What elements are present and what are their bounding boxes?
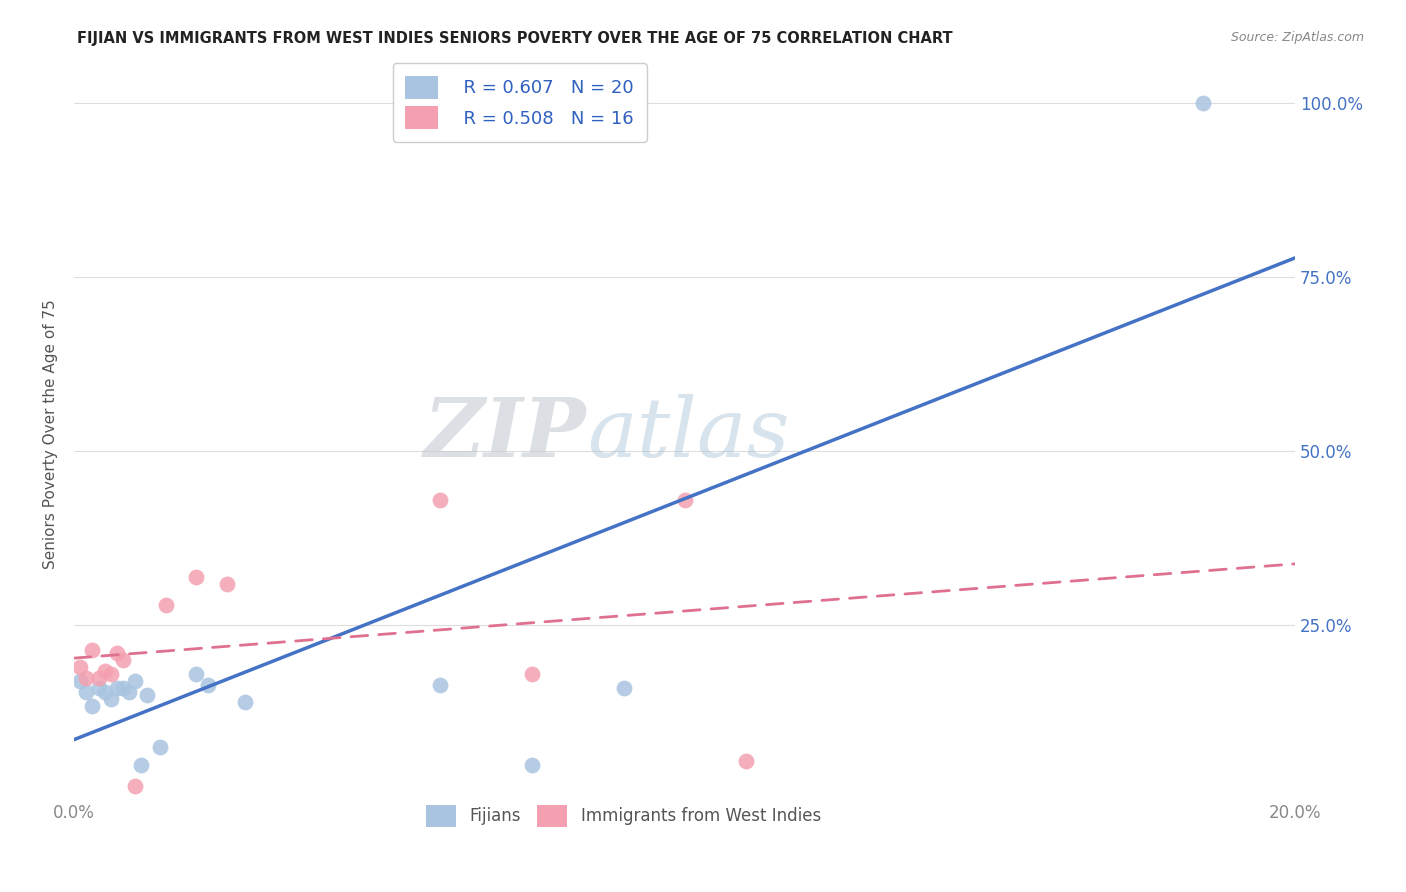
Text: atlas: atlas <box>586 394 789 474</box>
Point <box>1192 96 1215 111</box>
Point <box>429 493 451 508</box>
Text: FIJIAN VS IMMIGRANTS FROM WEST INDIES SENIORS POVERTY OVER THE AGE OF 75 CORRELA: FIJIAN VS IMMIGRANTS FROM WEST INDIES SE… <box>77 31 953 46</box>
Point <box>429 678 451 692</box>
Point <box>105 681 128 695</box>
Point <box>75 671 97 685</box>
Point <box>612 681 634 695</box>
Point <box>93 664 115 678</box>
Point <box>93 684 115 698</box>
Point <box>129 757 152 772</box>
Point <box>124 779 146 793</box>
Point <box>111 653 134 667</box>
Y-axis label: Seniors Poverty Over the Age of 75: Seniors Poverty Over the Age of 75 <box>44 299 58 569</box>
Point <box>69 660 91 674</box>
Point <box>124 674 146 689</box>
Point <box>148 740 170 755</box>
Point <box>155 598 177 612</box>
Point <box>105 646 128 660</box>
Text: Source: ZipAtlas.com: Source: ZipAtlas.com <box>1230 31 1364 45</box>
Point <box>100 691 122 706</box>
Point <box>118 684 141 698</box>
Text: ZIP: ZIP <box>425 394 586 474</box>
Point <box>734 754 756 768</box>
Point <box>186 667 208 681</box>
Point <box>215 576 238 591</box>
Point <box>69 674 91 689</box>
Point <box>673 493 696 508</box>
Point <box>233 695 256 709</box>
Point <box>136 688 159 702</box>
Point <box>82 643 104 657</box>
Point <box>197 678 219 692</box>
Point <box>520 667 543 681</box>
Point <box>87 671 110 685</box>
Point <box>111 681 134 695</box>
Point <box>186 570 208 584</box>
Point <box>75 684 97 698</box>
Point <box>87 681 110 695</box>
Point <box>520 757 543 772</box>
Legend: Fijians, Immigrants from West Indies: Fijians, Immigrants from West Indies <box>418 797 830 835</box>
Point <box>82 698 104 713</box>
Point <box>100 667 122 681</box>
